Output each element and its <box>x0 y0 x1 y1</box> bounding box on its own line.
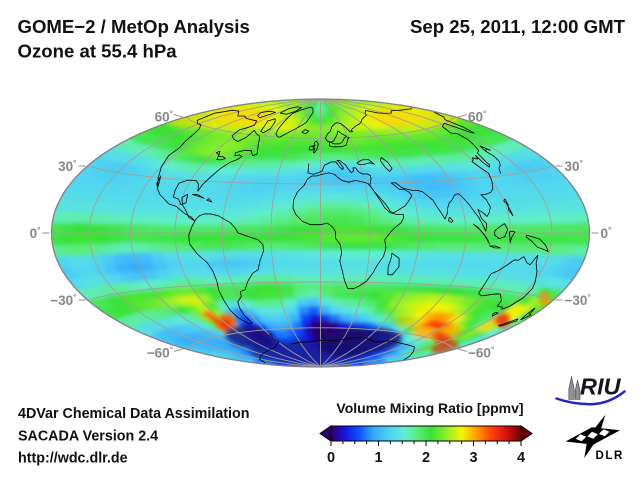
svg-text:30°: 30° <box>565 158 584 174</box>
svg-text:SACADA Version 2.4: SACADA Version 2.4 <box>18 429 158 445</box>
svg-text:4DVar Chemical Data Assimilati: 4DVar Chemical Data Assimilation <box>18 406 250 422</box>
svg-text:0°: 0° <box>30 225 42 241</box>
svg-text:−30°: −30° <box>50 292 77 308</box>
svg-text:60°: 60° <box>468 109 487 125</box>
svg-text:GOME−2 / MetOp Analysis: GOME−2 / MetOp Analysis <box>18 16 250 37</box>
svg-text:DLR: DLR <box>596 450 624 462</box>
svg-text:Ozone at 55.4 hPa: Ozone at 55.4 hPa <box>18 41 178 62</box>
svg-text:30°: 30° <box>58 158 77 174</box>
svg-text:2: 2 <box>422 450 430 466</box>
svg-text:1: 1 <box>374 450 382 466</box>
svg-text:−30°: −30° <box>565 292 592 308</box>
svg-text:4: 4 <box>517 450 525 466</box>
svg-text:−60°: −60° <box>147 345 174 361</box>
svg-text:60°: 60° <box>155 109 174 125</box>
svg-text:0: 0 <box>327 450 335 466</box>
svg-text:3: 3 <box>469 450 477 466</box>
svg-text:Sep 25, 2011, 12:00 GMT: Sep 25, 2011, 12:00 GMT <box>410 16 626 37</box>
svg-text:Volume Mixing Ratio [ppmv]: Volume Mixing Ratio [ppmv] <box>336 400 523 416</box>
svg-text:http://wdc.dlr.de: http://wdc.dlr.de <box>18 451 128 467</box>
svg-text:0°: 0° <box>601 225 613 241</box>
svg-text:RIU: RIU <box>580 374 622 400</box>
svg-text:−60°: −60° <box>468 345 495 361</box>
